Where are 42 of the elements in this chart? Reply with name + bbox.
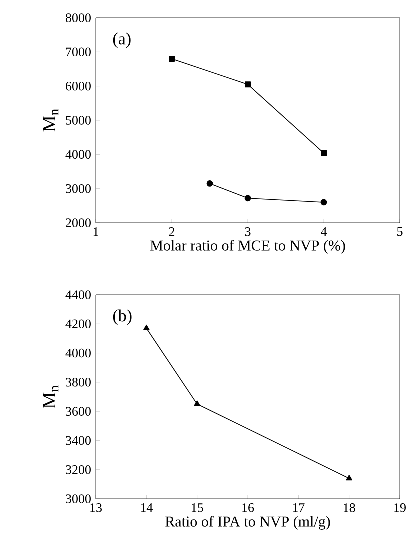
point [169,56,175,62]
y-axis-title: M$_{n}$ [43,386,59,408]
y-tick-label: 3000 [66,494,91,504]
x-axis-title: Ratio of IPA to NVP (ml/g) [166,516,330,530]
x-tick-label: 1 [94,228,98,236]
annotation: (a) [113,32,131,48]
point [206,180,214,187]
x-tick-label: 4 [321,228,328,236]
x-tick-label: 15 [192,504,204,512]
x-axis-title: Molar ratio of MCE to NVP (%) [150,240,346,254]
annotation: (b) [113,310,132,326]
y-tick-label: 4000 [66,150,91,160]
x-tick-label: 18 [344,504,356,512]
point [245,82,251,88]
point [346,475,352,481]
point [321,150,327,156]
point [244,195,252,202]
y-tick-label: 2000 [66,218,91,228]
y-tick-label: 3200 [66,465,91,474]
y-tick-label: 6000 [66,82,91,91]
y-tick-label: 5000 [66,116,91,125]
point [194,400,200,406]
x-tick-label: 14 [141,504,153,512]
x-tick-label: 16 [242,504,254,512]
y-tick-label: 4200 [66,320,91,329]
y-tick-label: 7000 [66,48,91,57]
point [144,324,150,331]
y-tick-label: 3400 [66,436,91,446]
y-axis-title: M$_{n}$ [43,109,59,132]
y-tick-label: 3800 [66,378,91,387]
x-tick-label: 5 [398,228,403,236]
x-tick-label: 19 [394,504,406,512]
point [320,199,328,206]
x-tick-label: 13 [90,504,102,512]
x-tick-label: 3 [245,228,251,236]
y-tick-label: 8000 [66,14,91,22]
y-tick-label: 4000 [66,348,91,358]
x-tick-label: 17 [293,504,305,512]
y-tick-label: 3600 [66,407,91,416]
x-tick-label: 2 [169,228,175,236]
y-tick-label: 3000 [66,184,91,194]
y-tick-label: 4400 [66,290,91,300]
